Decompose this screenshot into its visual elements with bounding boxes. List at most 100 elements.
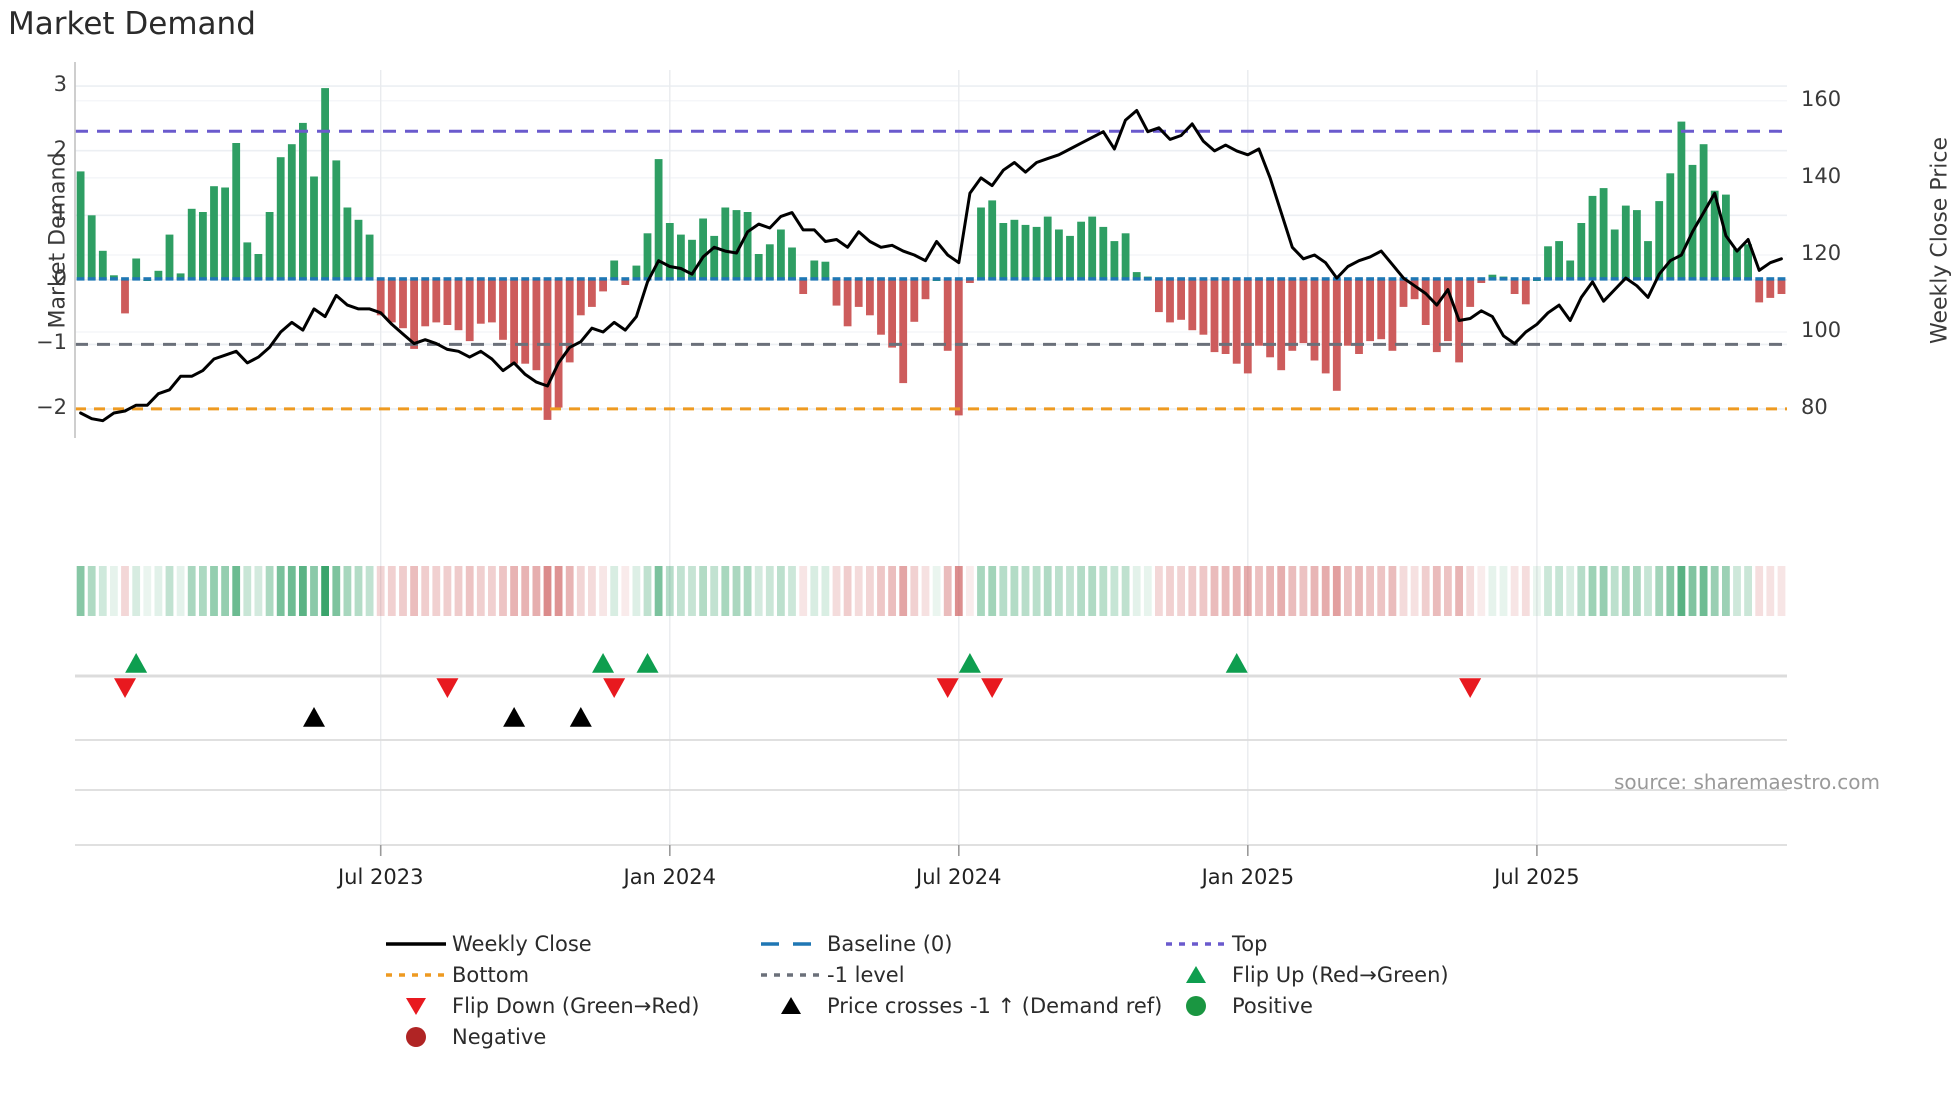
y-axis-left-tick: 3: [53, 72, 67, 97]
heatmap-cell: [199, 566, 207, 616]
demand-bar: [1588, 195, 1597, 280]
legend-label: Flip Up (Red→Green): [1232, 962, 1449, 987]
heatmap-cell: [310, 566, 318, 616]
baseline-cap: [1755, 277, 1764, 281]
demand-bar: [299, 122, 307, 280]
baseline-cap: [821, 277, 830, 281]
y-axis-right-tick: 140: [1801, 163, 1842, 188]
demand-bar: [1255, 279, 1263, 346]
legend-item[interactable]: Baseline (0): [755, 928, 1160, 959]
flip-down-marker[interactable]: [936, 678, 959, 698]
flip-down-marker[interactable]: [603, 678, 626, 698]
baseline-cap: [710, 277, 719, 281]
baseline-cap: [1088, 277, 1097, 281]
demand-bar: [610, 260, 619, 280]
baseline-cap: [1121, 277, 1130, 281]
baseline-cap: [454, 277, 463, 281]
flip-up-marker[interactable]: [125, 653, 148, 673]
baseline-cap: [1577, 277, 1586, 281]
demand-bar: [1621, 205, 1630, 280]
demand-bar: [321, 88, 329, 280]
demand-bar: [1266, 279, 1274, 358]
legend-item[interactable]: Flip Down (Green→Red): [380, 990, 755, 1021]
demand-bar: [621, 279, 630, 285]
heatmap-cell: [1155, 566, 1163, 616]
heatmap-cell: [1321, 566, 1330, 616]
baseline-cap: [888, 277, 896, 281]
legend-item[interactable]: Bottom: [380, 959, 755, 990]
legend-item[interactable]: Negative: [380, 1021, 755, 1052]
heatmap-cell: [1544, 566, 1552, 616]
heatmap-cell: [154, 566, 163, 616]
baseline-cap: [632, 277, 641, 281]
baseline-cap: [1744, 277, 1752, 281]
baseline-cap: [165, 277, 174, 281]
triangle-up-icon: [781, 996, 801, 1014]
circle-icon: [406, 1026, 426, 1047]
heatmap-cell: [843, 566, 852, 616]
flip-down-marker[interactable]: [1459, 678, 1482, 698]
legend-item[interactable]: Weekly Close: [380, 928, 755, 959]
demand-bars: [76, 88, 1786, 420]
baseline-cap: [966, 277, 974, 281]
legend-item[interactable]: Flip Up (Red→Green): [1160, 959, 1580, 990]
demand-bar: [521, 279, 530, 364]
heatmap-cell: [554, 566, 563, 616]
legend-item[interactable]: Positive: [1160, 990, 1580, 1021]
baseline-cap: [365, 277, 374, 281]
legend-item[interactable]: Price crosses -1 ↑ (Demand ref): [755, 990, 1162, 1021]
flip-up-marker[interactable]: [636, 653, 659, 673]
demand-bar: [843, 279, 852, 327]
demand-bar: [632, 265, 641, 280]
flip-up-marker[interactable]: [592, 653, 615, 673]
baseline-cap: [521, 277, 530, 281]
baseline-cap: [1588, 277, 1597, 281]
baseline-cap: [1166, 277, 1174, 281]
flip-up-marker[interactable]: [958, 653, 981, 673]
demand-bar: [1288, 279, 1297, 351]
demand-bar: [221, 187, 229, 280]
baseline-cap: [443, 277, 452, 281]
heatmap-cell: [98, 566, 107, 616]
baseline-cap: [610, 277, 619, 281]
heatmap-cell: [221, 566, 229, 616]
heatmap-cell: [1455, 566, 1463, 616]
legend-label: Positive: [1232, 993, 1313, 1018]
flip-up-marker[interactable]: [1225, 653, 1248, 673]
flip-down-marker[interactable]: [981, 678, 1004, 698]
demand-bar: [765, 244, 774, 280]
demand-bar: [954, 279, 963, 416]
demand-bar: [1666, 173, 1675, 280]
demand-bar: [643, 233, 652, 280]
heatmap-cell: [110, 566, 118, 616]
flip-down-marker[interactable]: [114, 678, 137, 698]
heatmap-cell: [1633, 566, 1641, 616]
y-axis-right-label: Weekly Close Price: [1927, 137, 1953, 344]
baseline-cap: [1155, 277, 1163, 281]
baseline-cap: [465, 277, 474, 281]
price-cross-marker[interactable]: [303, 707, 326, 727]
flip-down-marker[interactable]: [436, 678, 459, 698]
baseline-cap: [132, 277, 141, 281]
legend-row: Flip Down (Green→Red) Price crosses -1 ↑ …: [380, 990, 1640, 1021]
heatmap-cell: [888, 566, 896, 616]
price-cross-marker[interactable]: [503, 707, 526, 727]
baseline-cap: [1188, 277, 1197, 281]
baseline-cap: [1477, 277, 1486, 281]
heatmap-cell: [1232, 566, 1241, 616]
demand-bar: [665, 223, 674, 280]
baseline-cap: [943, 277, 952, 281]
legend-item[interactable]: -1 level: [755, 959, 1160, 990]
legend-row: Bottom -1 level Flip Up (Red→Green): [380, 959, 1640, 990]
demand-bar: [443, 279, 452, 325]
baseline-cap: [1055, 277, 1063, 281]
baseline-cap: [832, 277, 841, 281]
price-cross-marker[interactable]: [569, 707, 592, 727]
triangle-up-icon: [781, 996, 801, 1014]
x-grid-lines: [380, 70, 1538, 845]
heatmap-cell: [1722, 566, 1730, 616]
legend-item[interactable]: Top: [1160, 928, 1580, 959]
heatmap-cell: [610, 566, 619, 616]
heatmap-cell: [499, 566, 507, 616]
